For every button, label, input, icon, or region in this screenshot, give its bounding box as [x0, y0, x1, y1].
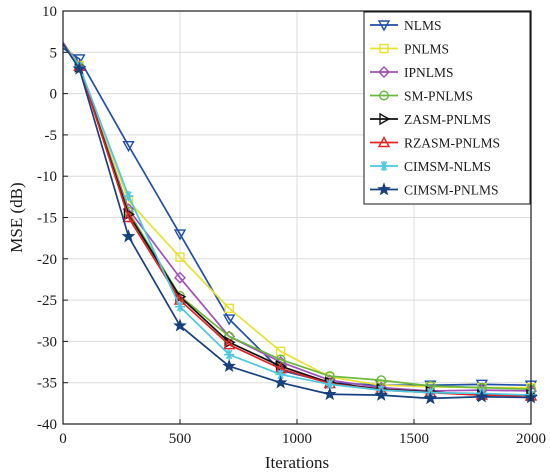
y-tick-label: -15: [37, 211, 57, 227]
legend-item: CIMSM-PNLMS: [370, 182, 499, 198]
y-tick-label: 0: [50, 87, 58, 103]
asterisk-marker: [224, 349, 235, 360]
diamond-marker: [174, 271, 186, 284]
square-marker: [224, 303, 234, 314]
x-tick-label: 500: [169, 431, 192, 447]
star-marker: [72, 61, 87, 75]
triangle-up-marker: [122, 211, 135, 223]
y-tick-label: -25: [37, 293, 57, 309]
x-tick-label: 0: [59, 431, 67, 447]
y-tick-label: -20: [37, 252, 57, 268]
circle-marker: [379, 90, 389, 101]
y-tick-label: -30: [37, 334, 57, 350]
y-tick-label: 5: [50, 45, 58, 61]
y-tick-label: -5: [45, 128, 58, 144]
legend-label: CIMSM-NLMS: [404, 159, 491, 174]
triangle-down-marker: [222, 314, 236, 326]
star-marker: [173, 318, 187, 332]
x-axis-label: Iterations: [265, 453, 329, 472]
triangle-up-marker: [377, 136, 391, 148]
asterisk-marker: [379, 161, 389, 171]
triangle-down-marker: [173, 229, 187, 241]
legend-label: CIMSM-PNLMS: [404, 183, 499, 198]
diamond-marker: [378, 66, 390, 78]
y-tick-label: -10: [37, 169, 57, 185]
legend-label: NLMS: [404, 18, 442, 33]
asterisk-marker: [123, 191, 134, 202]
legend-label: ZASM-PNLMS: [404, 112, 491, 127]
triangle-up-marker: [222, 338, 236, 350]
legend-item: NLMS: [370, 18, 442, 33]
triangle-down-marker: [73, 54, 86, 66]
series-group: [62, 41, 538, 405]
y-tick-label: -35: [37, 376, 57, 392]
legend: NLMS PNLMS IPNLMS SM-PNLMS ZASM-PNLMS RZASM-P…: [363, 11, 531, 205]
star-marker: [423, 391, 438, 405]
star-marker: [222, 358, 236, 372]
legend-item: ZASM-PNLMS: [370, 112, 491, 127]
triangle-down-marker: [377, 20, 391, 32]
star-marker: [377, 182, 391, 196]
legend-label: SM-PNLMS: [404, 89, 473, 104]
legend-label: IPNLMS: [404, 65, 454, 80]
star-marker: [374, 387, 389, 401]
y-tick-label: -40: [37, 417, 57, 433]
legend-label: PNLMS: [404, 42, 449, 57]
star-marker: [475, 389, 489, 403]
y-tick-label: 10: [42, 4, 57, 20]
x-tick-label: 2000: [516, 431, 546, 447]
x-tick-label: 1500: [399, 431, 429, 447]
legend-item: RZASM-PNLMS: [370, 136, 500, 151]
triangle-right-marker: [379, 112, 391, 126]
square-marker: [379, 43, 389, 54]
asterisk-marker: [175, 301, 185, 312]
legend-item: IPNLMS: [370, 65, 454, 80]
triangle-down-marker: [122, 140, 135, 153]
legend-item: CIMSM-NLMS: [370, 159, 491, 174]
square-marker: [175, 252, 185, 262]
legend-item: PNLMS: [370, 42, 449, 57]
legend-label: RZASM-PNLMS: [404, 136, 500, 151]
legend-box: [363, 11, 531, 205]
x-tick-label: 1000: [282, 431, 312, 447]
triangle-down-marker: [475, 379, 489, 391]
y-axis-label: MSE (dB): [7, 182, 26, 252]
tick-labels: 0 500 1000 1500 2000 10 5 0 -5 -10 -15 -20 -25 -30 -35…: [37, 4, 546, 447]
legend-item: SM-PNLMS: [370, 89, 473, 104]
star-marker: [121, 229, 136, 243]
star-marker: [322, 387, 337, 401]
star-marker: [273, 375, 288, 389]
